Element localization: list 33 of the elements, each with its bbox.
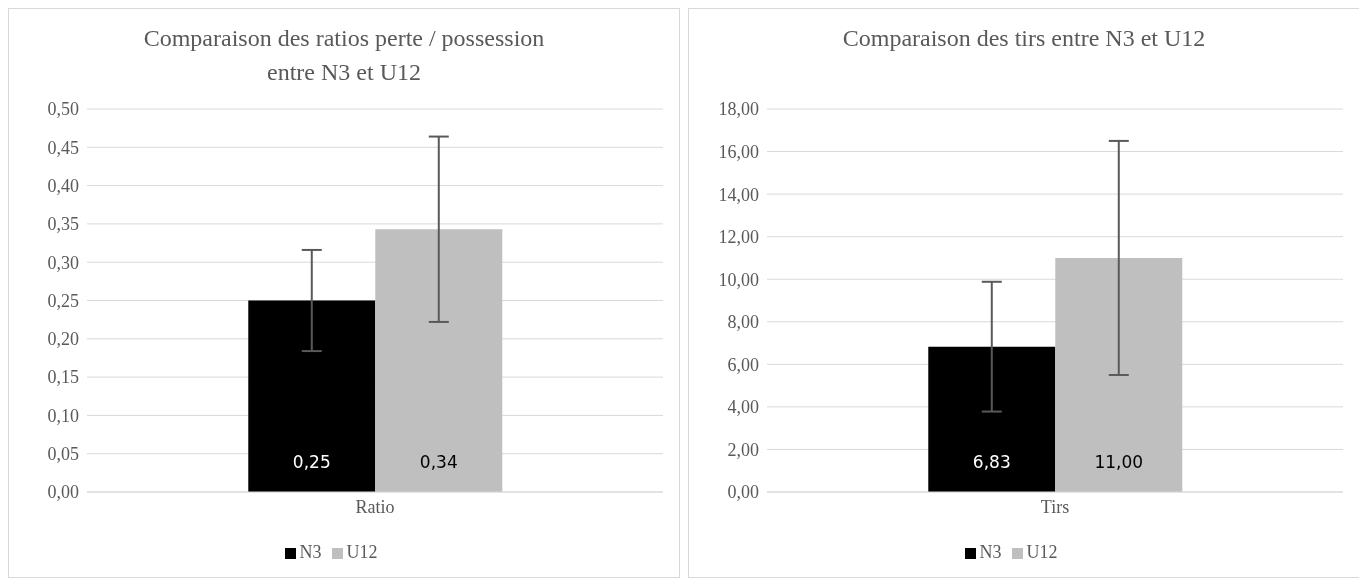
- y-tick-label: 0,05: [47, 444, 79, 465]
- y-tick-label: 0,20: [47, 329, 79, 350]
- data-label: 0,25: [292, 452, 331, 472]
- data-label: 11,00: [1094, 452, 1144, 472]
- y-tick-label: 12,00: [718, 227, 759, 248]
- y-tick-label: 16,00: [718, 141, 759, 162]
- legend-label: N3: [299, 542, 322, 562]
- x-tick-label: Ratio: [355, 496, 395, 517]
- x-tick-label: Tirs: [1040, 496, 1070, 517]
- data-label: 0,34: [419, 452, 458, 472]
- y-tick-label: 0,35: [47, 214, 79, 235]
- y-tick-label: 10,00: [718, 269, 759, 290]
- y-tick-label: 0,00: [727, 482, 759, 503]
- legend-label: N3: [979, 542, 1002, 562]
- y-tick-label: 4,00: [727, 397, 759, 418]
- y-tick-label: 0,30: [47, 252, 79, 273]
- chart-title: Comparaison des tirs entre N3 et U12: [842, 25, 1206, 51]
- y-tick-label: 6,00: [727, 354, 759, 375]
- chart-title: Comparaison des ratios perte / possession entre N3 et U12: [143, 25, 545, 85]
- y-tick-label: 2,00: [727, 439, 759, 460]
- legend-label: U12: [1026, 542, 1058, 562]
- y-tick-label: 0,00: [47, 482, 79, 503]
- y-tick-label: 0,50: [47, 99, 79, 120]
- data-label: 6,83: [972, 452, 1011, 472]
- y-tick-label: 0,10: [47, 405, 79, 426]
- y-tick-label: 0,40: [47, 175, 79, 196]
- y-tick-label: 0,15: [47, 367, 79, 388]
- y-tick-label: 0,45: [47, 137, 79, 158]
- y-tick-label: 8,00: [727, 312, 759, 333]
- y-tick-label: 18,00: [718, 99, 759, 120]
- y-tick-label: 0,25: [47, 290, 79, 311]
- legend-label: U12: [346, 542, 378, 562]
- y-tick-label: 14,00: [718, 184, 759, 205]
